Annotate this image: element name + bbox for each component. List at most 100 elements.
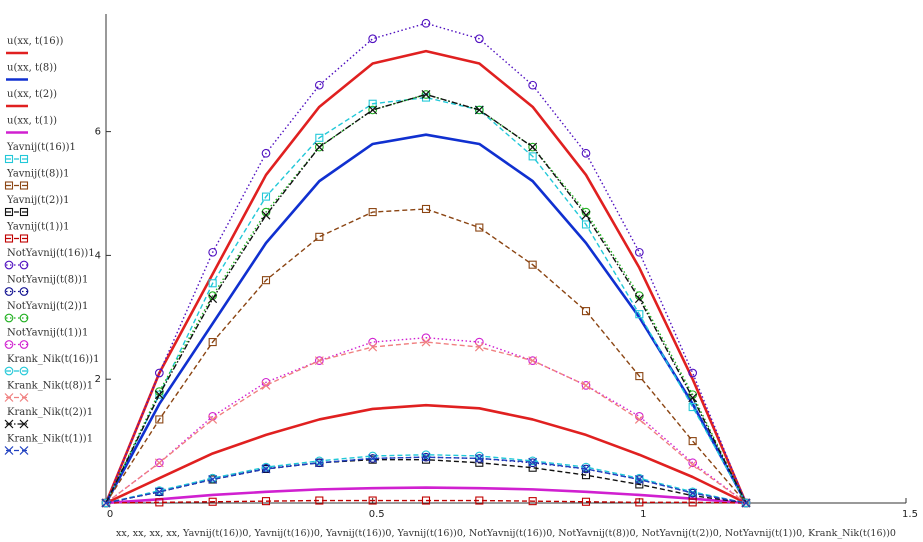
data-point [688, 437, 697, 446]
data-point [474, 337, 484, 347]
data-point [368, 34, 378, 44]
legend-marker [19, 393, 29, 402]
data-point [261, 497, 271, 506]
data-point [154, 390, 164, 400]
data-point [261, 380, 271, 390]
data-point [635, 498, 644, 507]
data-point [421, 337, 431, 347]
legend-marker [4, 313, 14, 323]
series-notyavnij-t-16-1 [101, 18, 751, 508]
series-line [105, 96, 747, 504]
data-point [581, 471, 591, 480]
data-point [368, 451, 378, 461]
data-point [421, 452, 431, 462]
legend-label: Yavnij(t(8))1 [6, 169, 70, 180]
data-point [208, 475, 218, 484]
data-point [741, 498, 751, 508]
data-point [208, 415, 218, 424]
x-tick-label: 0 [107, 509, 113, 520]
data-point [155, 390, 164, 399]
series-line [105, 337, 747, 504]
legend-marker [19, 313, 29, 323]
data-point [581, 380, 591, 390]
data-point [581, 497, 591, 506]
data-point [475, 223, 484, 232]
data-point [315, 496, 324, 505]
data-point [474, 105, 484, 115]
data-point [634, 415, 644, 424]
data-point [474, 34, 484, 44]
data-point [314, 356, 324, 365]
legend-label: NotYavnij(t(2))1 [7, 301, 88, 312]
data-point [101, 498, 111, 508]
data-point [314, 356, 324, 366]
legend-marker [4, 181, 14, 190]
series-notyavnij-t-1-1 [101, 333, 751, 508]
data-point [528, 80, 538, 90]
data-point [634, 473, 644, 483]
data-point [688, 403, 697, 412]
data-point [261, 192, 271, 201]
legend-label: u(xx, t(2)) [7, 89, 57, 100]
legend-marker [19, 287, 29, 296]
data-point [154, 368, 164, 378]
data-point [688, 393, 698, 403]
legend-label: u(xx, t(8)) [7, 63, 57, 74]
legend-marker [19, 419, 29, 429]
series-line [105, 93, 747, 504]
data-point [635, 372, 644, 381]
legend-label: Yavnij(t(2))1 [6, 195, 70, 206]
legend-label: Yavnij(t(16))1 [6, 142, 76, 153]
data-point [261, 210, 271, 220]
data-point [474, 105, 484, 115]
legend-marker [19, 234, 29, 243]
legend-marker [4, 207, 14, 217]
series-line [105, 454, 747, 504]
data-point [261, 464, 271, 474]
series-u-xx-t-1- [105, 486, 747, 505]
series-krank-nik-t-16-1 [101, 450, 751, 508]
series-line [105, 403, 747, 505]
data-point [208, 497, 217, 506]
data-point [368, 342, 378, 352]
data-point [315, 232, 324, 241]
data-point [688, 498, 697, 507]
series-krank-nik-t-1-1 [101, 452, 751, 508]
data-point [314, 80, 324, 90]
data-point [368, 496, 377, 505]
data-point [368, 337, 378, 347]
data-point [528, 497, 537, 506]
series-line [105, 458, 747, 504]
series-line [104, 49, 748, 504]
data-point [368, 454, 378, 463]
legend-label: Krank_Nik(t(16))1 [7, 354, 99, 365]
legend-marker [19, 340, 29, 349]
series-yavnij-t-1-1 [101, 496, 751, 508]
legend-marker [4, 340, 14, 349]
data-point [688, 368, 698, 378]
series-u-xx-t-16- [104, 49, 748, 504]
data-point [474, 454, 484, 463]
data-point [154, 487, 164, 497]
legend-marker [4, 419, 14, 429]
data-point [314, 142, 324, 152]
data-point [421, 204, 431, 214]
data-point [208, 279, 217, 288]
data-point [261, 462, 271, 472]
legend-marker [4, 287, 14, 296]
data-point [421, 90, 431, 99]
legend-marker [4, 446, 14, 455]
data-point [528, 142, 538, 152]
data-point [421, 496, 431, 505]
data-point [581, 148, 591, 158]
data-point [581, 210, 591, 220]
x-tick-label: 1.5 [902, 509, 918, 520]
data-point [528, 457, 538, 467]
data-point [155, 498, 164, 507]
data-point [581, 220, 591, 229]
legend-label: Yavnij(t(1))1 [6, 222, 70, 233]
legend-marker [19, 446, 29, 455]
y-tick-label: 6 [95, 127, 101, 138]
data-point [581, 307, 591, 316]
